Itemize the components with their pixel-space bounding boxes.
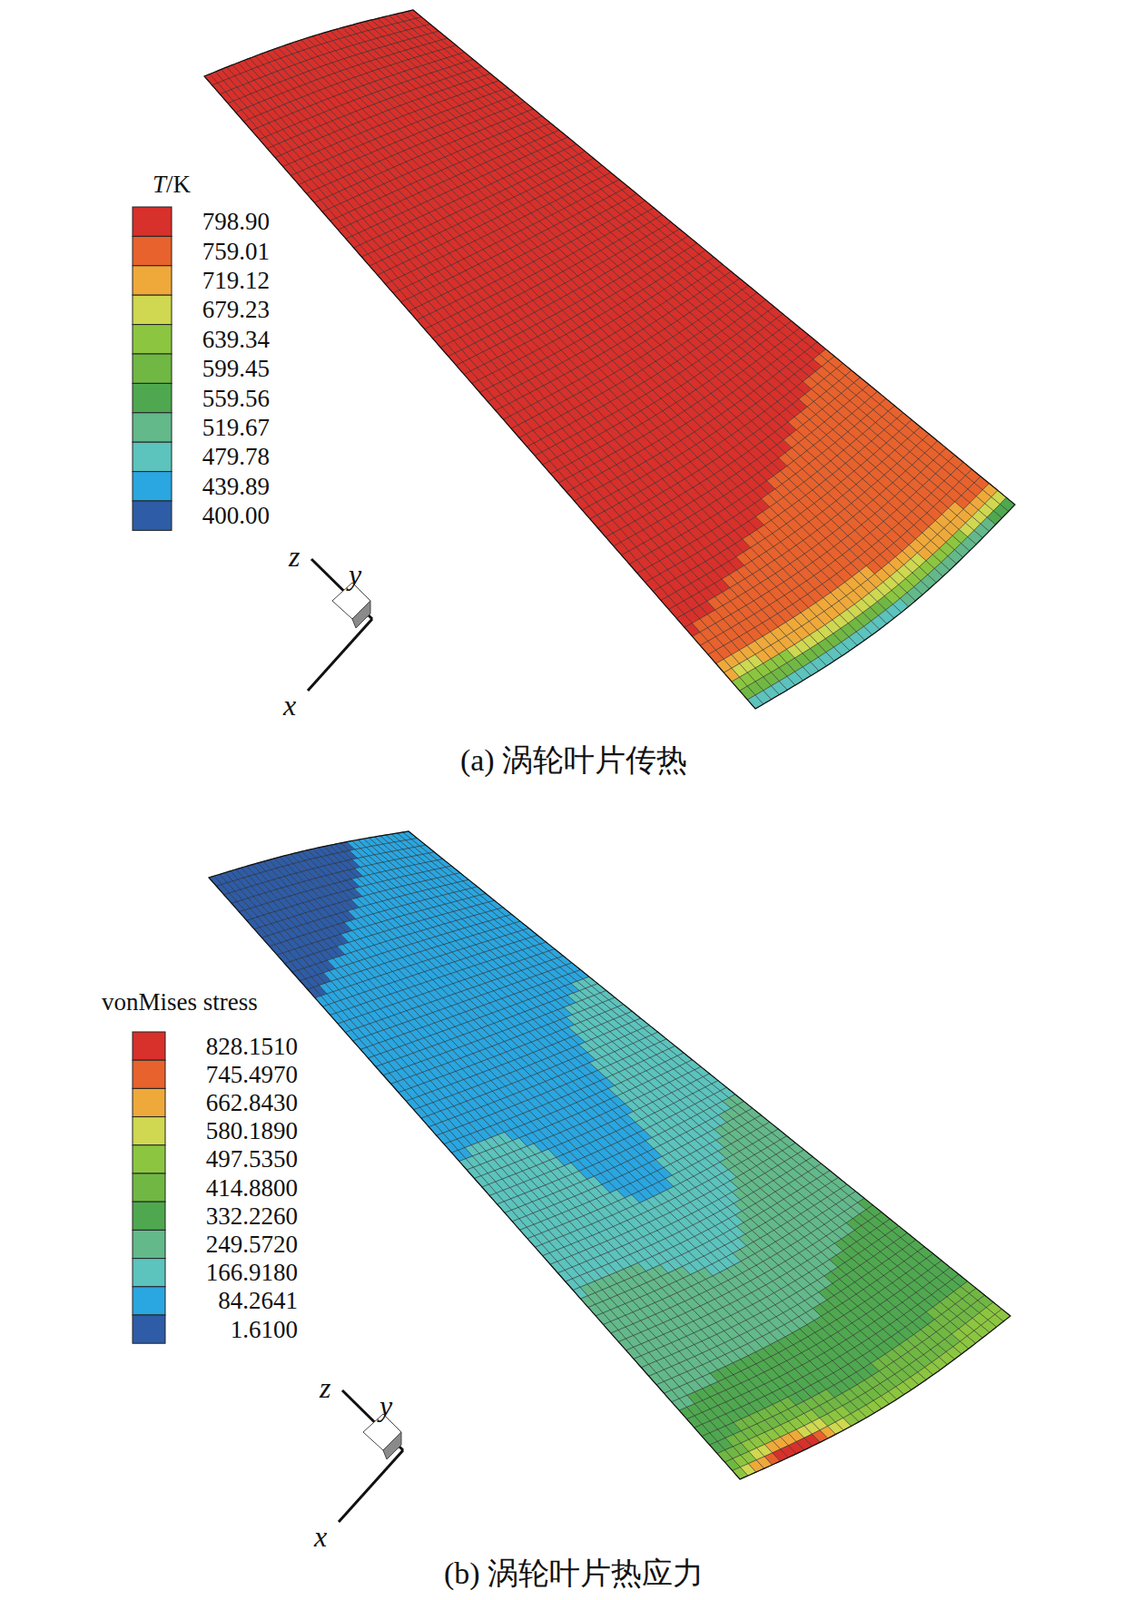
blade-surface — [204, 9, 1015, 710]
figure: T/K798.90759.01719.12679.23639.34599.455… — [0, 0, 1143, 1600]
